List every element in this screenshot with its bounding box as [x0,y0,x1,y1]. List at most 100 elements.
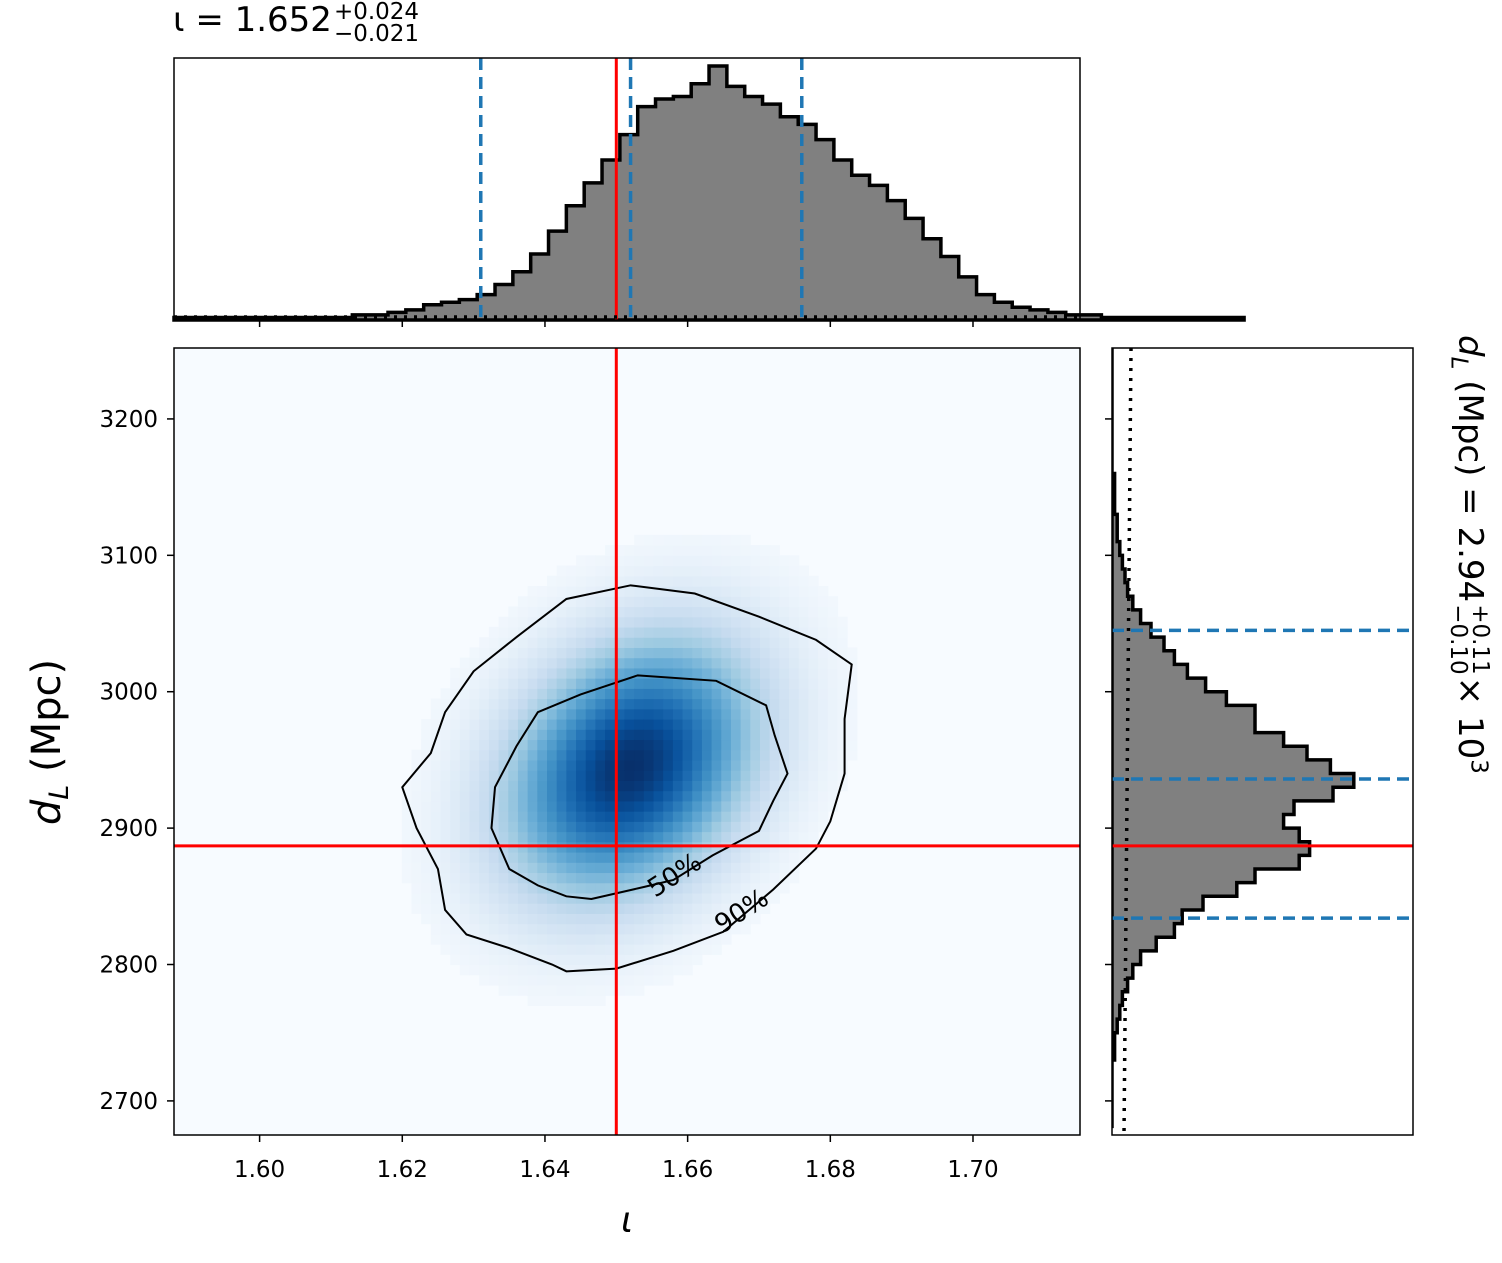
heatmap-cell [818,667,829,679]
heatmap-cell [450,667,461,679]
heatmap-cell [488,933,500,945]
heatmap-cell [624,739,635,751]
heatmap-cell [624,831,635,843]
heatmap-cell [759,739,771,751]
heatmap-cell [643,933,655,945]
heatmap-cell [498,626,509,638]
heatmap-cell [682,944,693,955]
heatmap-cell [479,923,490,935]
heatmap-cell [595,913,606,925]
heatmap-cell [818,647,829,659]
heatmap-cell [721,780,732,792]
heatmap-cell [701,800,713,812]
heatmap-cell [430,729,442,741]
heatmap-cell [624,698,635,710]
heatmap-cell [450,739,461,751]
heatmap-cell [692,811,703,822]
heatmap-cell [711,882,722,894]
heatmap-cell [430,811,442,822]
heatmap-cell [430,821,442,833]
heatmap-cell [401,872,413,884]
heatmap-cell [789,811,800,822]
heatmap-cell [498,708,509,720]
heatmap-cell [566,984,577,996]
heatmap-cell [469,933,480,945]
heatmap-cell [672,637,684,648]
heatmap-cell [430,770,442,781]
heatmap-cell [488,698,500,710]
heatmap-cell [595,892,606,904]
heatmap-cell [527,729,538,741]
heatmap-cell [546,637,558,648]
heatmap-cell [605,862,616,874]
heatmap-cell [537,596,548,608]
heatmap-cell [469,780,480,792]
heatmap-cell [672,729,684,741]
heatmap-cell [818,749,829,761]
heatmap-cell [808,831,819,843]
heatmap-cell [701,892,713,904]
heatmap-cell [527,596,538,608]
heatmap-cell [479,708,490,720]
heatmap-cell [769,688,780,700]
heatmap-cell [634,954,645,966]
heatmap-cell [614,616,626,628]
heatmap-cell [546,739,558,751]
heatmap-cell [508,678,519,689]
heatmap-cell [827,729,839,741]
heatmap-cell [498,831,509,843]
heatmap-cell [614,555,626,567]
heatmap-cell [605,555,616,567]
heatmap-cell [585,637,597,648]
heatmap-cell [537,759,548,771]
heatmap-cell [576,780,587,792]
heatmap-cell [585,708,597,720]
heatmap-cell [556,749,567,761]
heatmap-cell [837,708,848,720]
heatmap-cell [459,954,471,966]
heatmap-cell [411,872,422,884]
heatmap-cell [595,718,606,730]
heatmap-cell [692,586,703,597]
heatmap-cell [759,800,771,812]
heatmap-cell [643,698,655,710]
heatmap-cell [469,903,480,914]
heatmap-cell [682,933,693,945]
heatmap-cell [721,708,732,720]
heatmap-cell [750,831,761,843]
heatmap-cell [421,800,432,812]
x-tick-label: 1.60 [234,1157,285,1183]
heatmap-cell [450,678,461,689]
heatmap-cell [566,739,577,751]
heatmap-cell [740,790,751,802]
heatmap-cell [440,749,451,761]
heatmap-cell [643,872,655,884]
heatmap-cell [508,984,519,996]
heatmap-cell [643,954,655,966]
heatmap-cell [711,892,722,904]
heatmap-cell [847,708,858,720]
heatmap-cell [847,698,858,710]
heatmap-cell [624,821,635,833]
heatmap-cell [556,811,567,822]
heatmap-cell [440,811,451,822]
heatmap-cell [440,718,451,730]
heatmap-cell [740,708,751,720]
heatmap-cell [450,923,461,935]
heatmap-cell [546,596,558,608]
heatmap-cell [527,872,538,884]
heatmap-cell [508,933,519,945]
heatmap-cell [546,964,558,976]
heatmap-cell [672,770,684,781]
heatmap-cell [508,780,519,792]
heatmap-cell [595,974,606,986]
heatmap-cell [450,811,461,822]
heatmap-cell [440,882,451,894]
heatmap-cell [527,995,538,1007]
heatmap-cell [750,606,761,618]
heatmap-cell [701,770,713,781]
heatmap-cell [421,862,432,874]
heatmap-cell [527,933,538,945]
heatmap-cell [789,596,800,608]
heatmap-cell [459,821,471,833]
